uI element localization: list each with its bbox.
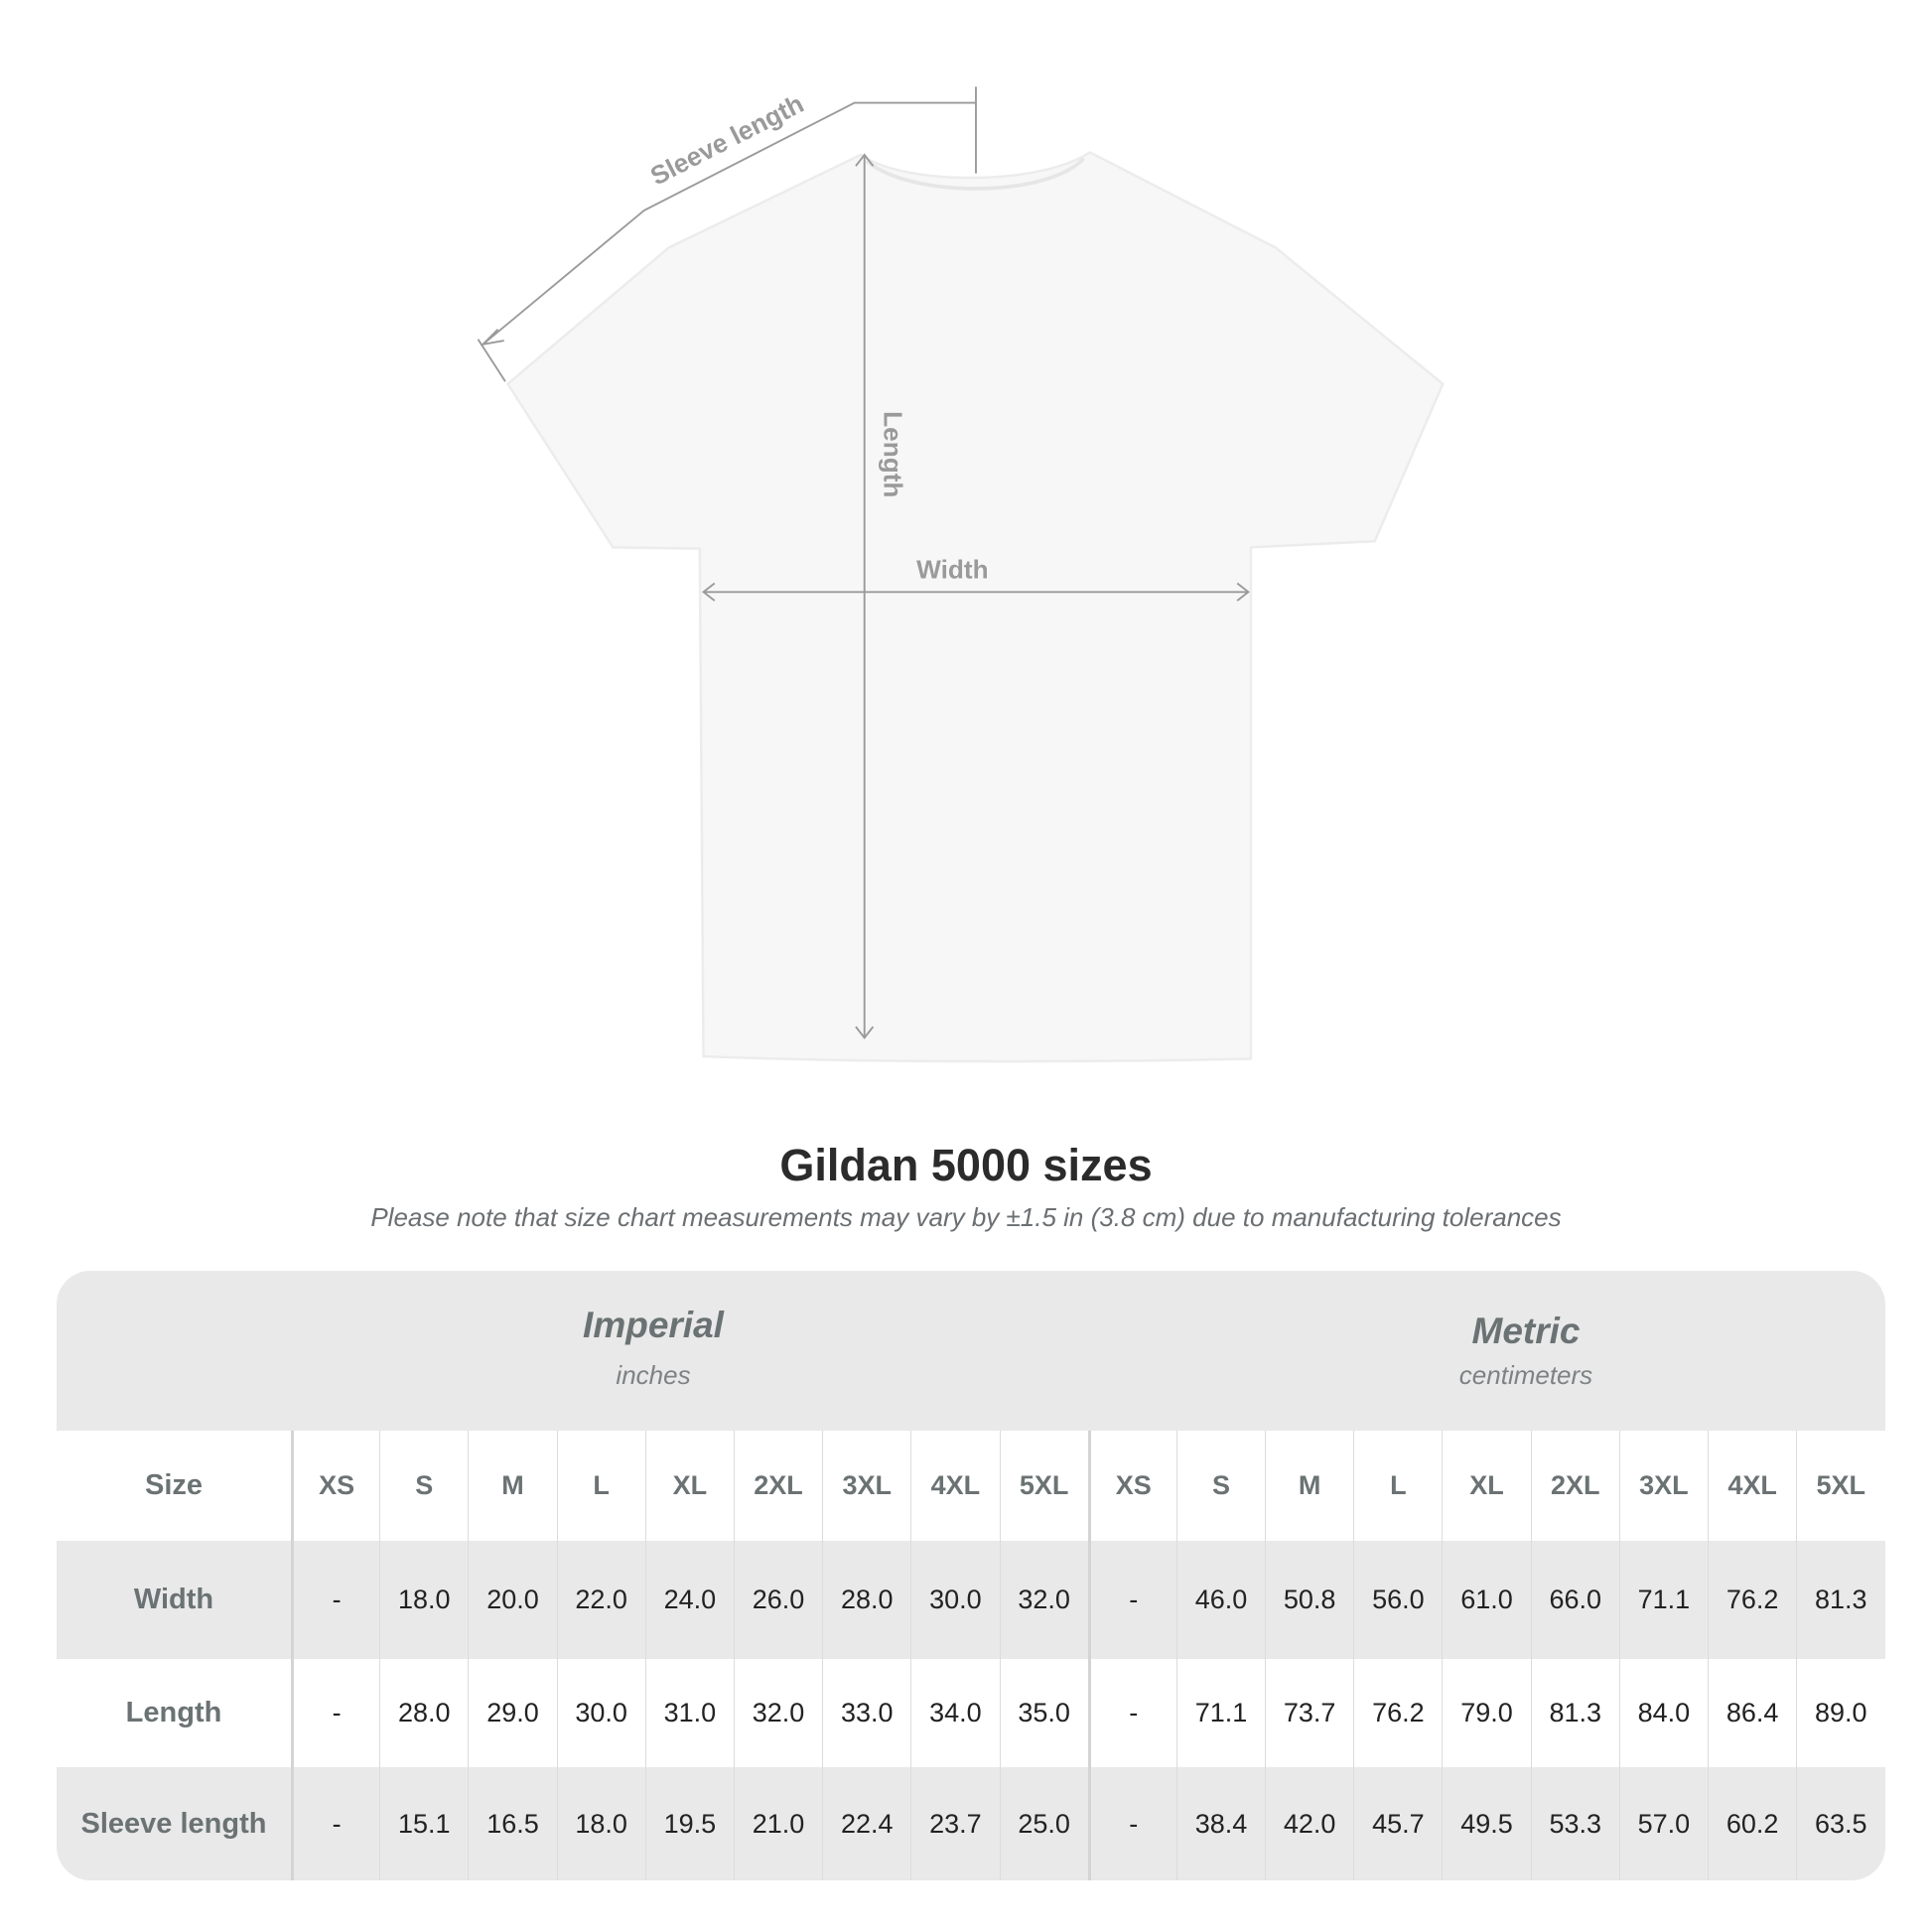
- metric-size-header: 4XL: [1708, 1431, 1796, 1541]
- table-row: Length -28.0 29.0 30.0 31.0 32.0 33.0 34.0 35.0-…: [57, 1659, 1885, 1767]
- metric-value-cell: 84.0: [1618, 1659, 1708, 1767]
- tshirt-shape: [505, 150, 1445, 1063]
- imperial-value-cell: 15.1: [379, 1767, 468, 1880]
- metric-size-header: L: [1353, 1431, 1442, 1541]
- metric-value-cell: 89.0: [1796, 1659, 1884, 1767]
- metric-value-cell: 81.3: [1796, 1541, 1884, 1659]
- imperial-value-cell: 16.5: [468, 1767, 556, 1880]
- metric-value-cell: 61.0: [1442, 1541, 1530, 1659]
- length-label: Length: [879, 411, 908, 497]
- imperial-value-cell: 30.0: [556, 1659, 645, 1767]
- metric-unit: centimeters: [1458, 1360, 1593, 1390]
- imperial-value-cell: 32.0: [999, 1541, 1088, 1659]
- imperial-unit: inches: [616, 1360, 691, 1390]
- metric-value-cell: 73.7: [1265, 1659, 1353, 1767]
- row-label: Sleeve length: [80, 1807, 267, 1840]
- imperial-value-cell: 29.0: [468, 1659, 556, 1767]
- imperial-value-cell: 18.0: [379, 1541, 468, 1659]
- size-table: Imperial inches Metric centimeters Size X…: [57, 1271, 1885, 1880]
- imperial-value-cell: 35.0: [999, 1659, 1088, 1767]
- metric-value-cell: 71.1: [1618, 1541, 1708, 1659]
- metric-value-cell: 76.2: [1708, 1541, 1796, 1659]
- metric-value-cell: 66.0: [1530, 1541, 1619, 1659]
- metric-value-cell: 71.1: [1175, 1659, 1265, 1767]
- size-label: Size: [144, 1469, 204, 1501]
- metric-value-cell: 86.4: [1708, 1659, 1796, 1767]
- metric-value-cell: 45.7: [1353, 1767, 1442, 1880]
- metric-value-cell: 76.2: [1353, 1659, 1442, 1767]
- imperial-value-cell: 20.0: [468, 1541, 556, 1659]
- imperial-value-cell: 31.0: [644, 1659, 734, 1767]
- metric-header: Metric centimeters: [1178, 1311, 1873, 1391]
- metric-value-cell: 46.0: [1175, 1541, 1265, 1659]
- metric-value-cell: 79.0: [1442, 1659, 1530, 1767]
- imperial-size-header: L: [556, 1431, 645, 1541]
- imperial-value-cell: 28.0: [379, 1659, 468, 1767]
- metric-value-cell: 53.3: [1530, 1767, 1619, 1880]
- metric-value-cell: 60.2: [1708, 1767, 1796, 1880]
- row-label: Length: [125, 1697, 222, 1728]
- imperial-size-header: XL: [644, 1431, 734, 1541]
- metric-value-cell: 56.0: [1353, 1541, 1442, 1659]
- row-label: Width: [133, 1584, 214, 1615]
- width-label: Width: [916, 555, 988, 585]
- metric-title: Metric: [1471, 1311, 1581, 1351]
- imperial-value-cell: 32.0: [733, 1659, 822, 1767]
- metric-size-header: S: [1175, 1431, 1265, 1541]
- imperial-size-header: XS: [291, 1431, 379, 1541]
- metric-value-cell: -: [1087, 1659, 1176, 1767]
- metric-size-header: M: [1265, 1431, 1353, 1541]
- imperial-header: Imperial inches: [306, 1305, 1001, 1391]
- imperial-size-header: 5XL: [999, 1431, 1088, 1541]
- imperial-value-cell: 25.0: [999, 1767, 1088, 1880]
- metric-value-cell: 57.0: [1618, 1767, 1708, 1880]
- imperial-value-cell: 30.0: [910, 1541, 999, 1659]
- imperial-value-cell: 19.5: [644, 1767, 734, 1880]
- imperial-size-header: S: [379, 1431, 468, 1541]
- metric-size-header: 5XL: [1796, 1431, 1884, 1541]
- imperial-value-cell: 22.0: [556, 1541, 645, 1659]
- metric-value-cell: -: [1087, 1541, 1176, 1659]
- table-row: Sleeve length -15.1 16.5 18.0 19.5 21.0 22.4 23…: [57, 1767, 1885, 1880]
- imperial-size-header: 4XL: [910, 1431, 999, 1541]
- imperial-value-cell: 28.0: [822, 1541, 910, 1659]
- imperial-size-header: 2XL: [733, 1431, 822, 1541]
- chart-title: Gildan 5000 sizes: [779, 1140, 1153, 1190]
- imperial-value-cell: 23.7: [910, 1767, 999, 1880]
- imperial-size-header: 3XL: [822, 1431, 910, 1541]
- imperial-value-cell: 26.0: [733, 1541, 822, 1659]
- metric-value-cell: 81.3: [1530, 1659, 1619, 1767]
- imperial-title: Imperial: [583, 1305, 724, 1345]
- metric-value-cell: 42.0: [1265, 1767, 1353, 1880]
- size-header-row: Size XS S M L XL 2XL 3XL 4XL 5XL XS S M L XL 2XL 3XL 4XL 5…: [57, 1431, 1885, 1541]
- metric-value-cell: 50.8: [1265, 1541, 1353, 1659]
- imperial-value-cell: 33.0: [822, 1659, 910, 1767]
- metric-value-cell: -: [1087, 1767, 1176, 1880]
- metric-size-header: 3XL: [1618, 1431, 1708, 1541]
- metric-size-header: XL: [1442, 1431, 1530, 1541]
- sleeve-length-line: [482, 101, 976, 345]
- metric-value-cell: 38.4: [1175, 1767, 1265, 1880]
- metric-size-header: 2XL: [1530, 1431, 1619, 1541]
- imperial-value-cell: 34.0: [910, 1659, 999, 1767]
- imperial-value-cell: -: [291, 1659, 379, 1767]
- imperial-value-cell: -: [291, 1541, 379, 1659]
- table-row: Width -18.0 20.0 22.0 24.0 26.0 28.0 30.0 32.0-4…: [57, 1541, 1885, 1659]
- imperial-size-header: M: [468, 1431, 556, 1541]
- tolerance-note: Please note that size chart measurements…: [370, 1202, 1562, 1232]
- metric-size-header: XS: [1087, 1431, 1176, 1541]
- metric-value-cell: 49.5: [1442, 1767, 1530, 1880]
- metric-value-cell: 63.5: [1796, 1767, 1884, 1880]
- imperial-value-cell: 22.4: [822, 1767, 910, 1880]
- imperial-value-cell: 18.0: [556, 1767, 645, 1880]
- imperial-value-cell: -: [291, 1767, 379, 1880]
- imperial-value-cell: 21.0: [733, 1767, 822, 1880]
- imperial-value-cell: 24.0: [644, 1541, 734, 1659]
